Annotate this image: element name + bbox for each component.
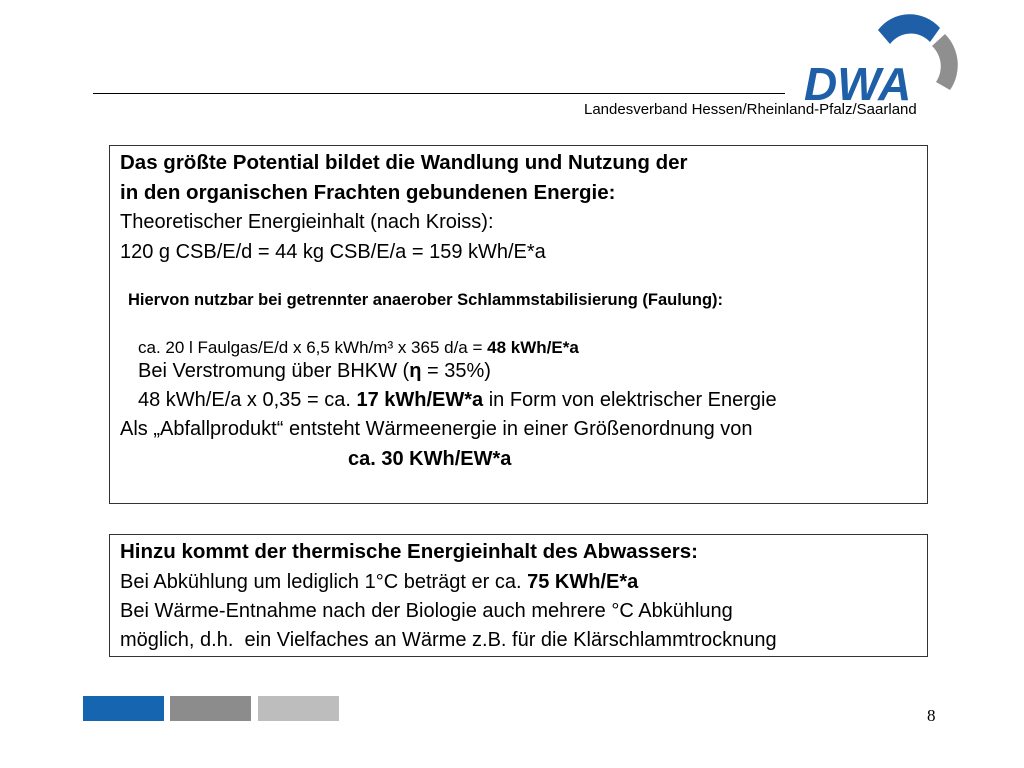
logo-arc-gray <box>932 34 958 90</box>
line: 120 g CSB/E/d = 44 kg CSB/E/a = 159 kWh/… <box>120 240 546 264</box>
line: ca. 30 KWh/EW*a <box>348 447 511 471</box>
footer-bar-blue <box>83 696 164 721</box>
line: Hinzu kommt der thermische Energieinhalt… <box>120 540 698 564</box>
box-energy: Das größte Potential bildet die Wandlung… <box>109 145 928 504</box>
text: = 35%) <box>421 360 491 382</box>
text: möglich, d.h. ein Vielfaches an Wärme z.… <box>120 629 777 651</box>
footer-bar-gray <box>170 696 251 721</box>
text: 48 kWh/E/a x 0,35 = ca. <box>138 389 357 411</box>
box-thermal: Hinzu kommt der thermische Energieinhalt… <box>109 534 928 657</box>
text: 48 kWh/E*a <box>487 338 579 357</box>
logo-arc-blue <box>878 14 940 44</box>
text: 120 g CSB/E/d = 44 kg CSB/E/a = 159 kWh/… <box>120 241 546 263</box>
line: Als „Abfallprodukt“ entsteht Wärmeenergi… <box>120 417 753 441</box>
line: Theoretischer Energieinhalt (nach Kroiss… <box>120 210 494 234</box>
text: Hiervon nutzbar bei getrennter anaerober… <box>128 291 724 309</box>
line: Das größte Potential bildet die Wandlung… <box>120 151 688 175</box>
text: 75 KWh/E*a <box>527 571 639 593</box>
text: Bei Abkühlung um lediglich 1°C beträgt e… <box>120 571 528 593</box>
logo: DWA <box>804 14 958 108</box>
line: 48 kWh/E/a x 0,35 = ca. 17 kWh/EW*a in F… <box>138 388 777 412</box>
line: Bei Abkühlung um lediglich 1°C beträgt e… <box>120 570 638 594</box>
text: Hinzu kommt der thermische Energieinhalt… <box>120 540 698 563</box>
text: ca. 20 l Faulgas/E/d x 6,5 kWh/m³ x 365 … <box>138 338 488 357</box>
text: 17 kWh/EW*a <box>356 389 484 411</box>
text: Das größte Potential bildet die Wandlung… <box>120 151 688 174</box>
line: Hiervon nutzbar bei getrennter anaerober… <box>128 288 723 312</box>
text: ca. 30 KWh/EW*a <box>348 448 512 470</box>
line: möglich, d.h. ein Vielfaches an Wärme z.… <box>120 628 777 652</box>
text: Als „Abfallprodukt“ entsteht Wärmeenergi… <box>120 418 753 440</box>
line: Bei Wärme-Entnahme nach der Biologie auc… <box>120 599 733 623</box>
logo-text: DWA <box>804 58 911 108</box>
footer-bar-light <box>258 696 339 721</box>
text: in den organischen Frachten gebundenen E… <box>120 181 616 204</box>
line: in den organischen Frachten gebundenen E… <box>120 181 615 205</box>
header-rule <box>93 93 785 94</box>
text: η <box>409 360 422 382</box>
page-number: 8 <box>927 706 936 725</box>
text: in Form von elektrischer Energie <box>483 389 777 411</box>
line: ca. 20 l Faulgas/E/d x 6,5 kWh/m³ x 365 … <box>138 336 579 360</box>
subtitle: Landesverband Hessen/Rheinland-Pfalz/Saa… <box>584 101 917 118</box>
text: Bei Verstromung über BHKW ( <box>138 360 410 382</box>
text: Bei Wärme-Entnahme nach der Biologie auc… <box>120 600 733 622</box>
text: Theoretischer Energieinhalt (nach Kroiss… <box>120 211 494 233</box>
line: Bei Verstromung über BHKW (η = 35%) <box>138 359 491 383</box>
